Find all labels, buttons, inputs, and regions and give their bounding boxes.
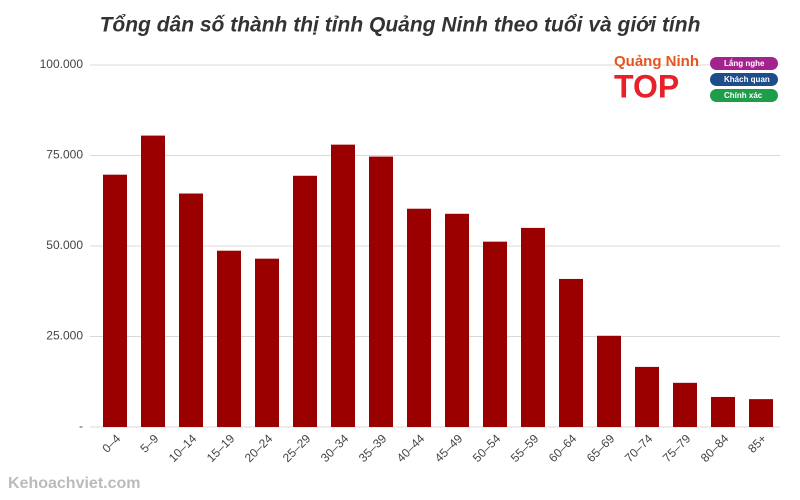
x-tick-label: 70–74: [622, 431, 656, 465]
bar: [217, 250, 241, 427]
badge: [710, 57, 778, 70]
watermark: Kehoachviet.com: [8, 475, 140, 492]
x-tick-label: 75–79: [660, 431, 694, 465]
y-tick-label: 25.000: [46, 329, 83, 343]
x-tick-label: 55–59: [508, 431, 542, 465]
bar: [179, 193, 203, 427]
bar: [255, 258, 279, 427]
bar: [369, 156, 393, 427]
x-tick-label: 50–54: [470, 431, 504, 465]
plot: - 25.000 50.000 75.000 100.000 0–4 5–9 10–14 15–…: [40, 57, 780, 465]
bar: [141, 135, 165, 427]
bar: [597, 335, 621, 427]
badge: [710, 73, 778, 86]
y-tick-label: 50.000: [46, 238, 83, 252]
x-tick-label: 45–49: [432, 431, 466, 465]
bar: [293, 175, 317, 427]
x-tick-label: 25–29: [280, 431, 314, 465]
x-tick-label: 30–34: [318, 431, 352, 465]
y-tick-label: 100.000: [40, 57, 84, 71]
logo-name: Quảng Ninh: [614, 53, 699, 70]
y-tick-label: 75.000: [46, 148, 83, 162]
x-tick-label: 85+: [745, 431, 769, 455]
bar: [711, 396, 735, 427]
bar: [749, 399, 773, 427]
x-tick-label: 35–39: [356, 431, 390, 465]
x-tick-label: 20–24: [242, 431, 276, 465]
badge-text: Khách quan: [724, 75, 770, 84]
x-tick-label: 0–4: [99, 431, 123, 455]
x-tick-label: 15–19: [204, 431, 238, 465]
x-tick-label: 40–44: [394, 431, 428, 465]
y-tick-label: -: [79, 419, 83, 433]
bar: [445, 213, 469, 427]
logo-top: TOP: [614, 68, 679, 104]
x-tick-label: 65–69: [584, 431, 618, 465]
x-tick-label: 80–84: [698, 431, 732, 465]
badge-text: Lắng nghe: [724, 59, 765, 68]
bar: [103, 174, 127, 427]
bar: [673, 382, 697, 427]
badge: [710, 89, 778, 102]
x-tick-label: 60–64: [546, 431, 580, 465]
chart-title: Tổng dân số thành thị tỉnh Quảng Ninh th…: [100, 14, 701, 37]
bar: [331, 144, 355, 427]
logo: Quảng Ninh TOP Lắng nghe Khách quan Chín…: [614, 53, 778, 104]
bar: [559, 278, 583, 427]
x-tick-label: 10–14: [166, 431, 200, 465]
bar: [483, 241, 507, 427]
bar: [635, 366, 659, 427]
bar: [407, 208, 431, 427]
badge-text: Chính xác: [724, 91, 763, 100]
x-tick-label: 5–9: [137, 431, 161, 455]
bar: [521, 227, 545, 427]
